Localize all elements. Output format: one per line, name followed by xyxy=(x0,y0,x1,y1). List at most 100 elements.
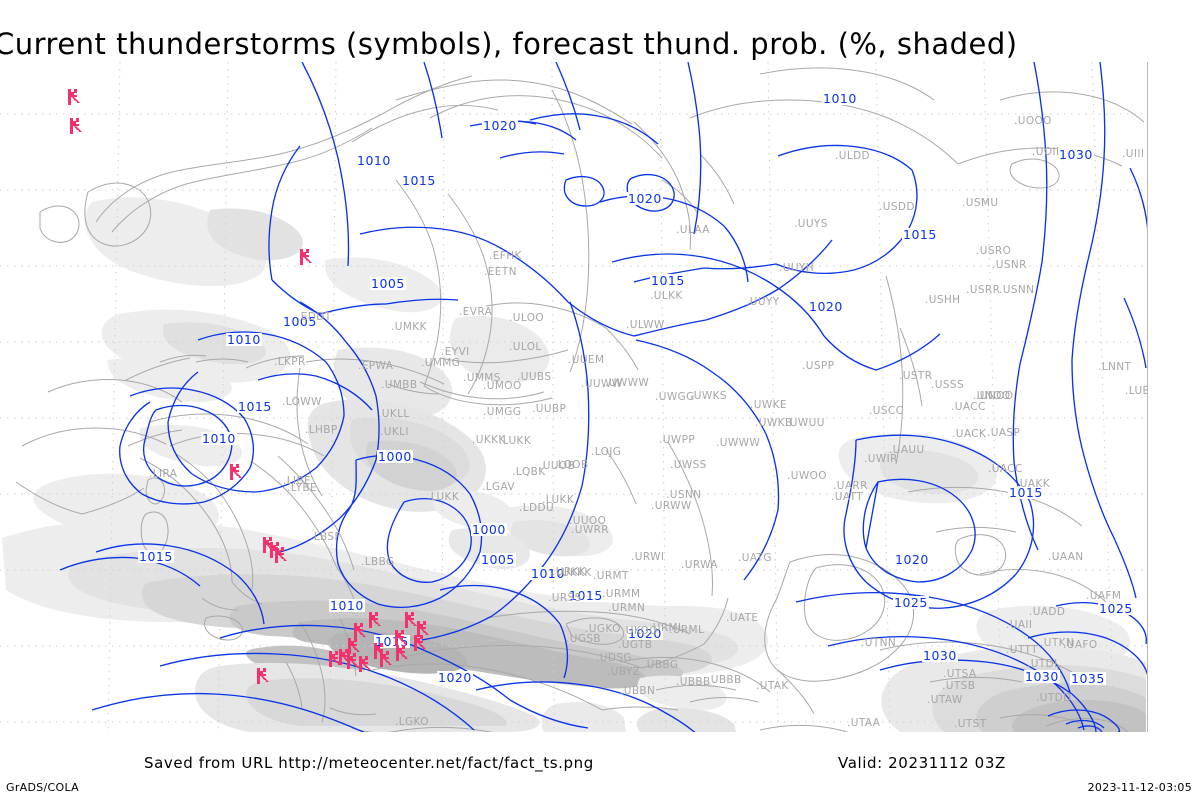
page-title: Current thunderstorms (symbols), forecas… xyxy=(0,27,1018,61)
map-canvas[interactable]: 1020 1010 1030 1010 1015 1020 1015 1015 1005 1020… xyxy=(0,62,1148,732)
isobar-label: 1030 xyxy=(1024,669,1060,684)
station-id-label: .UACC xyxy=(988,463,1023,475)
station-id-label: .URSS xyxy=(548,592,582,604)
station-id-label: .UMKK xyxy=(391,321,427,333)
station-id-label: .UAKK xyxy=(1016,478,1050,490)
station-id-label: .USCC xyxy=(869,405,904,417)
station-id-label: .LGKO xyxy=(395,716,429,728)
station-id-label: .URMT xyxy=(593,570,629,582)
station-id-label: .UUWW xyxy=(581,378,623,390)
station-id-label: .UDSG xyxy=(596,652,632,664)
station-id-label: .UWWW xyxy=(605,377,650,389)
thunderstorm-symbol xyxy=(228,463,245,481)
station-id-label: .UMMS xyxy=(463,372,501,384)
station-id-label: .UKKK xyxy=(558,567,592,579)
station-id-label: .LYBE xyxy=(287,482,318,494)
station-id-label: .LUBB xyxy=(1125,385,1148,397)
isobar-label: 1020 xyxy=(482,118,518,133)
station-id-label: .UTAA xyxy=(847,717,881,729)
station-id-label: .LUKK xyxy=(499,435,532,447)
station-id-label: .UUEM xyxy=(568,354,605,366)
station-id-label: .EFHK xyxy=(489,250,522,262)
station-id-label: .LBBG xyxy=(361,556,395,568)
station-id-label: .UMOO xyxy=(483,380,522,392)
station-id-label: .UUYS xyxy=(794,218,828,230)
station-id-label: .UTSB xyxy=(942,680,976,692)
thunderstorm-symbol xyxy=(298,248,315,266)
station-id-label: .UWUU xyxy=(786,417,825,429)
station-id-label: .USPP xyxy=(802,360,835,372)
thunderstorm-symbol xyxy=(378,650,395,668)
station-id-label: .UATT xyxy=(831,491,864,503)
station-id-label: .UAFM xyxy=(1086,590,1122,602)
station-id-label: .UUBP xyxy=(532,403,567,415)
thunderstorm-symbol xyxy=(66,88,83,106)
station-id-label: .UTKN xyxy=(1040,637,1075,649)
station-id-label: .URML xyxy=(649,622,685,634)
station-id-label: .UAII xyxy=(1006,619,1033,631)
station-id-label: .LNNT xyxy=(1098,361,1132,373)
thunderstorm-symbol xyxy=(393,629,410,647)
station-id-label: .URWW xyxy=(651,500,692,512)
thunderstorm-symbol xyxy=(68,117,85,135)
station-id-label: .UWIR xyxy=(864,453,898,465)
station-id-label: .LKPR xyxy=(274,356,306,368)
isobar-label: 1005 xyxy=(480,552,516,567)
station-id-label: .UAAN xyxy=(1048,551,1084,563)
station-id-label: .LUKK xyxy=(542,494,575,506)
station-id-label: .LOOB xyxy=(554,459,589,471)
station-id-label: .UWKB xyxy=(755,417,793,429)
thunderstorm-symbol xyxy=(255,667,272,685)
thunderstorm-symbol xyxy=(352,622,369,640)
station-id-label: .LBSF xyxy=(310,531,341,543)
station-id-label: .UBYZ xyxy=(607,666,641,678)
station-id-label: .URMN xyxy=(608,602,646,614)
station-id-label: .UOOO xyxy=(1014,115,1052,127)
station-id-label: .UUBS xyxy=(517,371,552,383)
isobar-label: 1020 xyxy=(627,191,663,206)
isobar-label: 1020 xyxy=(894,552,930,567)
station-id-label: .LIRA xyxy=(149,468,178,480)
isobar-label: 1010 xyxy=(201,431,237,446)
station-id-label: .UTTT xyxy=(1006,644,1038,656)
station-id-label: .UTDL xyxy=(1027,658,1061,670)
station-id-label: .UATG xyxy=(738,552,772,564)
isobar-label: 1020 xyxy=(808,299,844,314)
station-id-label: .EVRA xyxy=(459,306,493,318)
station-id-label: .UACC xyxy=(951,401,986,413)
isobar-label: 1010 xyxy=(530,566,566,581)
source-url-text: Saved from URL http://meteocenter.net/fa… xyxy=(144,754,594,772)
station-id-label: .UARR xyxy=(833,480,868,492)
station-id-label: .UNOO xyxy=(976,390,1014,402)
isobar-label: 1035 xyxy=(1070,671,1106,686)
isobar-label: 1015 xyxy=(1008,485,1044,500)
station-id-label: .URWA xyxy=(681,559,718,571)
station-id-label: .LDDU xyxy=(519,502,555,514)
isobar-label: 1020 xyxy=(437,670,473,685)
station-id-label: .URKK xyxy=(552,566,587,578)
station-id-label: .UBBB xyxy=(676,676,711,688)
thunderstorm-symbol xyxy=(345,652,362,670)
thunderstorm-symbol xyxy=(403,611,420,629)
station-id-label: .UGKO xyxy=(585,623,621,635)
station-id-label: .UIII xyxy=(1122,148,1145,160)
station-id-label: .UWKS xyxy=(690,390,727,402)
station-id-label: .ULOO xyxy=(509,312,545,324)
station-id-label: .ULAA xyxy=(676,224,710,236)
isobar-label: 1010 xyxy=(356,153,392,168)
station-id-label: .UWRR xyxy=(571,524,609,536)
station-id-label: .UMGG xyxy=(483,406,522,418)
isobar-label: 1000 xyxy=(377,449,413,464)
station-id-label: .UWWW xyxy=(716,437,761,449)
station-id-label: .LIBE xyxy=(283,475,312,487)
station-id-label: .UMBB xyxy=(381,379,418,391)
station-id-label: .UUYH xyxy=(779,262,815,274)
thunderstorm-symbol xyxy=(367,611,384,629)
isobar-label: 1010 xyxy=(329,598,365,613)
station-id-label: .UTSA xyxy=(943,668,977,680)
station-id-label: .UNOO xyxy=(973,390,1011,402)
station-id-label: .LOJG xyxy=(591,446,622,458)
station-id-label: .USRR xyxy=(966,284,1001,296)
station-id-label: .UASP xyxy=(987,427,1021,439)
timestamp-text: 2023-11-12-03:05 xyxy=(1087,781,1192,794)
